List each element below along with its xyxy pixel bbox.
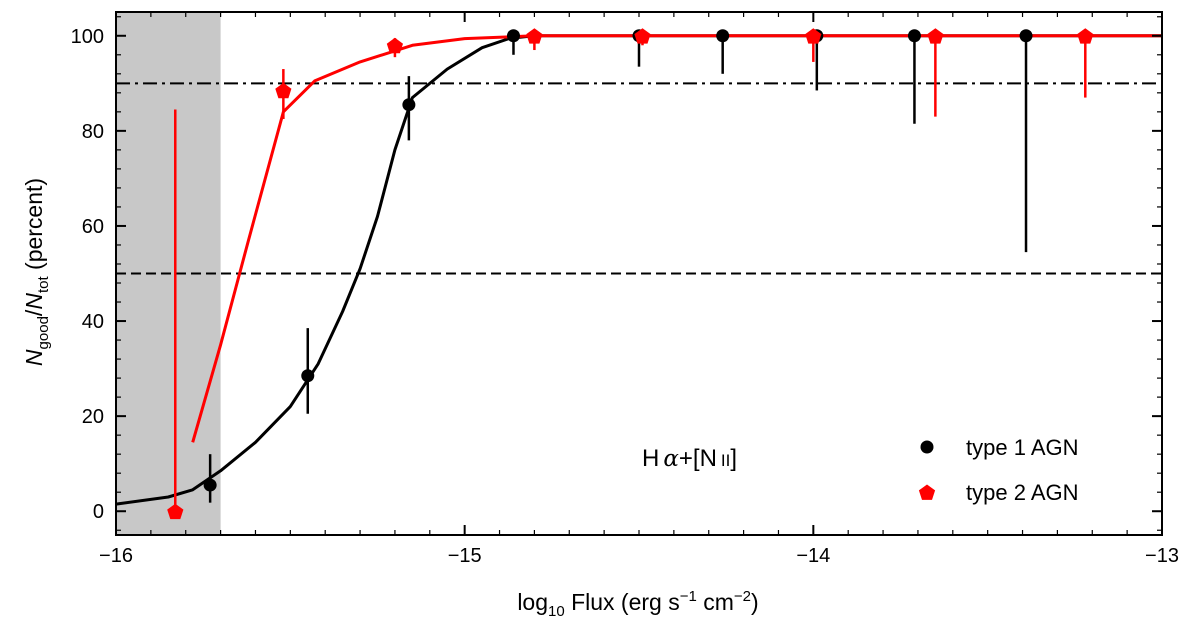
data-point-type2 [386,37,403,54]
data-point-type1 [203,478,217,492]
legend: type 1 AGN type 2 AGN [918,435,1079,505]
legend-label-type2: type 2 AGN [966,480,1079,505]
data-point-type1 [716,29,730,43]
data-point-type1 [506,29,520,43]
y-tick-label: 40 [82,311,104,333]
axes-layer [115,11,1163,536]
reference-lines-layer [116,82,1162,275]
legend-marker-type1 [920,440,934,454]
y-tick-label: 20 [82,406,104,428]
data-point-type2 [927,28,944,44]
x-tick-label: −15 [448,545,482,567]
x-tick-label: −16 [99,545,133,567]
y-tick-label: 60 [82,216,104,238]
y-tick-label: 100 [71,26,104,48]
data-point-type2 [805,28,822,44]
fit-curve-type2 [191,34,1162,443]
x-tick-label: −14 [796,545,830,567]
legend-label-type1: type 1 AGN [966,435,1079,460]
data-point-type1 [301,369,315,383]
y-tick-label: 0 [93,501,104,523]
data-point-type2 [167,503,184,520]
y-axis-label: Ngood/Ntot (percent) [21,178,52,366]
data-point-type1 [402,98,416,112]
data-point-type2 [1077,28,1094,44]
data-point-type2 [634,28,651,44]
legend-marker-type2 [918,484,936,500]
markers-layer [167,28,1094,520]
data-point-type1 [907,29,921,43]
y-tick-label: 80 [82,121,104,143]
data-point-type2 [275,82,292,99]
x-axis-label: log10 Flux (erg s−1 cm−2) [517,588,758,620]
tick-labels-layer: −16 −15 −14 −13 0 20 40 60 80 100 [71,26,1179,567]
x-tick-label: −13 [1145,545,1179,567]
data-point-type1 [1019,29,1033,43]
data-point-type2 [526,28,543,44]
